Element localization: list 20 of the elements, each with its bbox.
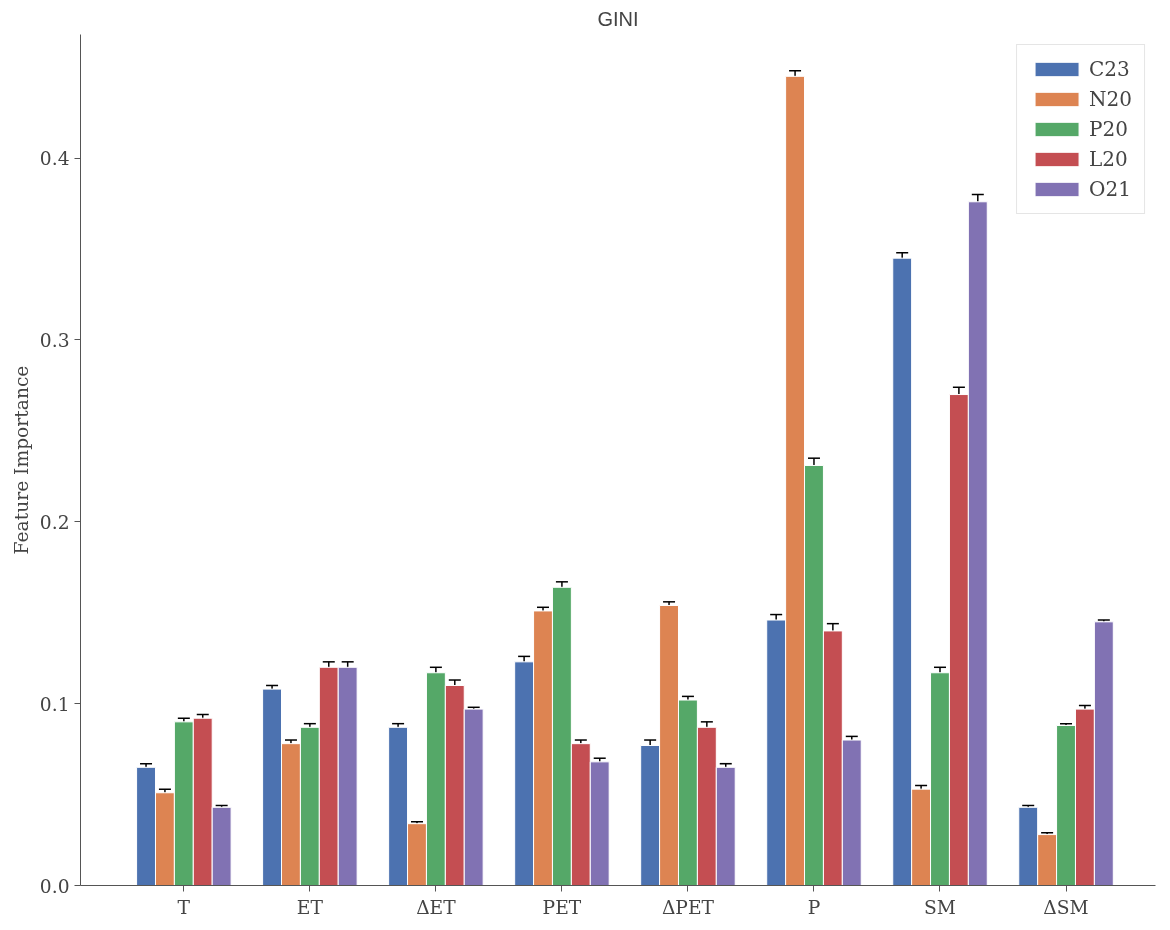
legend-label: L20	[1089, 147, 1128, 171]
legend-label: C23	[1089, 57, 1130, 81]
x-tick-label: P	[807, 896, 821, 918]
x-tick-label: SM	[924, 896, 956, 918]
y-tick-label: 0.4	[39, 148, 70, 170]
y-tick-label: 0.1	[39, 693, 70, 715]
x-tick-label: ΔET	[416, 896, 457, 918]
x-tick-label: ΔPET	[661, 896, 715, 918]
x-tick-label: ET	[296, 896, 324, 918]
chart-title: GINI	[597, 7, 639, 30]
y-tick-label: 0.2	[39, 511, 70, 533]
legend-label: O21	[1089, 177, 1131, 201]
x-tick-label: ΔSM	[1043, 896, 1089, 918]
x-tick-label: T	[177, 896, 191, 918]
legend-label: P20	[1089, 117, 1128, 141]
y-axis-title: Feature Importance	[10, 365, 32, 555]
y-tick-label: 0.0	[39, 875, 70, 897]
y-tick-label: 0.3	[39, 329, 70, 351]
x-tick-label: PET	[542, 896, 582, 918]
legend-label: N20	[1089, 87, 1132, 111]
